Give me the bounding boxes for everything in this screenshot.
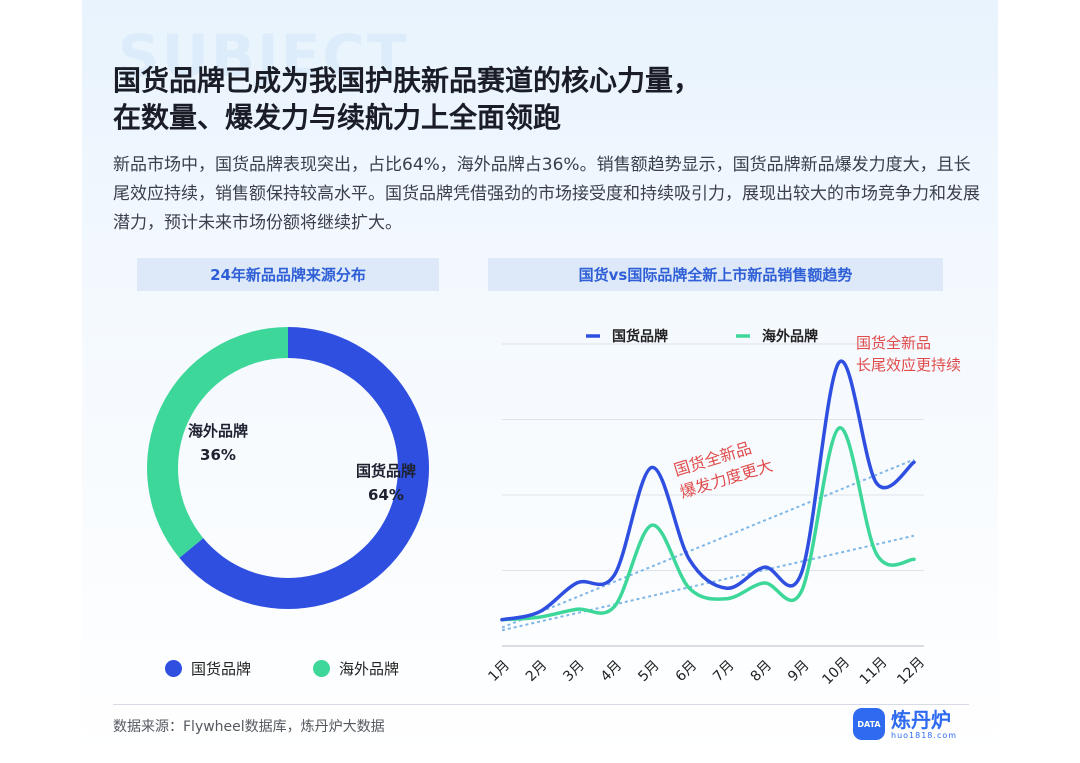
legend-label-1: 海外品牌 bbox=[762, 328, 818, 345]
infographic-card bbox=[82, 0, 998, 763]
x-tick-label: 8月 bbox=[748, 657, 776, 685]
donut-legend-item-overseas: 海外品牌 bbox=[313, 658, 399, 679]
data-point bbox=[576, 582, 578, 584]
donut-slice-name-0: 国货品牌 bbox=[356, 462, 416, 480]
line-chart-title: 国货vs国际品牌全新上市新品销售额趋势 bbox=[488, 258, 943, 291]
x-tick-label: 6月 bbox=[673, 657, 701, 685]
annotation-long-tail-line-0: 国货全新品 bbox=[856, 334, 931, 352]
x-tick-label: 3月 bbox=[560, 657, 588, 685]
data-point bbox=[913, 558, 915, 560]
x-tick-label: 4月 bbox=[598, 657, 626, 685]
page-title: 国货品牌已成为我国护肤新品赛道的核心力量， 在数量、爆发力与续航力上全面领跑 bbox=[113, 62, 973, 136]
data-source-note: 数据来源：Flywheel数据库，炼丹炉大数据 bbox=[113, 719, 385, 735]
donut-legend-item-domestic: 国货品牌 bbox=[165, 658, 251, 679]
donut-chart: 国货品牌 64% 海外品牌 36% bbox=[147, 327, 429, 609]
legend-swatch-overseas bbox=[313, 660, 330, 677]
donut-slice-domestic bbox=[179, 327, 429, 609]
donut-slice-value-1: 36% bbox=[200, 446, 236, 464]
data-point bbox=[801, 590, 803, 592]
donut-slice-overseas bbox=[147, 327, 288, 558]
data-point bbox=[838, 361, 840, 363]
trendline-0 bbox=[501, 458, 915, 629]
title-line-1: 国货品牌已成为我国护肤新品赛道的核心力量， bbox=[113, 64, 702, 97]
data-point bbox=[651, 524, 653, 526]
data-point bbox=[763, 582, 765, 584]
data-point bbox=[613, 574, 615, 576]
x-tick-label: 12月 bbox=[894, 654, 928, 688]
data-point bbox=[801, 571, 803, 573]
background-watermark-word: SUBJECT bbox=[118, 22, 409, 90]
data-point bbox=[726, 598, 728, 600]
logo-name: 炼丹炉 bbox=[891, 707, 951, 732]
description-paragraph: 新品市场中，国货品牌表现突出，占比64%，海外品牌占36%。销售额趋势显示，国货… bbox=[113, 155, 980, 233]
data-point bbox=[501, 619, 503, 621]
trendline-1 bbox=[501, 534, 915, 632]
legend-label-0: 国货品牌 bbox=[612, 328, 668, 345]
donut-slice-value-0: 64% bbox=[368, 486, 404, 504]
data-point bbox=[651, 466, 653, 468]
data-point bbox=[876, 482, 878, 484]
footer-divider bbox=[113, 704, 969, 705]
legend-swatch-domestic bbox=[165, 660, 182, 677]
x-tick-label: 2月 bbox=[523, 657, 551, 685]
data-point bbox=[913, 461, 915, 463]
data-point bbox=[688, 558, 690, 560]
brand-logo: DATA 炼丹炉 huo1818.com bbox=[853, 708, 957, 740]
title-line-2: 在数量、爆发力与续航力上全面领跑 bbox=[113, 101, 562, 134]
data-point bbox=[726, 587, 728, 589]
data-point bbox=[538, 611, 540, 613]
data-point bbox=[688, 587, 690, 589]
x-tick-label: 5月 bbox=[635, 657, 663, 685]
donut-slice-name-1: 海外品牌 bbox=[188, 422, 248, 440]
line-chart: 1月 2月 3月 4月 5月 6月 7月 8月 9月 10月 11月 12月 国货品牌 海外品牌 国货全新品… bbox=[485, 328, 961, 688]
data-point bbox=[538, 616, 540, 618]
data-point bbox=[763, 566, 765, 568]
legend-label-domestic: 国货品牌 bbox=[191, 660, 252, 678]
x-tick-label: 11月 bbox=[857, 654, 891, 688]
annotation-long-tail-line-1: 长尾效应更持续 bbox=[856, 356, 961, 374]
data-point bbox=[838, 427, 840, 429]
logo-url: huo1818.com bbox=[891, 730, 958, 740]
x-tick-label: 7月 bbox=[710, 657, 738, 685]
x-tick-label: 10月 bbox=[819, 654, 853, 688]
legend-label-overseas: 海外品牌 bbox=[339, 660, 400, 678]
x-tick-label: 9月 bbox=[785, 657, 813, 685]
data-point bbox=[613, 606, 615, 608]
donut-chart-title: 24年新品品牌来源分布 bbox=[137, 258, 439, 291]
data-point bbox=[876, 553, 878, 555]
x-tick-label: 1月 bbox=[485, 657, 513, 685]
data-point bbox=[576, 608, 578, 610]
logo-badge-icon: DATA bbox=[853, 708, 885, 740]
